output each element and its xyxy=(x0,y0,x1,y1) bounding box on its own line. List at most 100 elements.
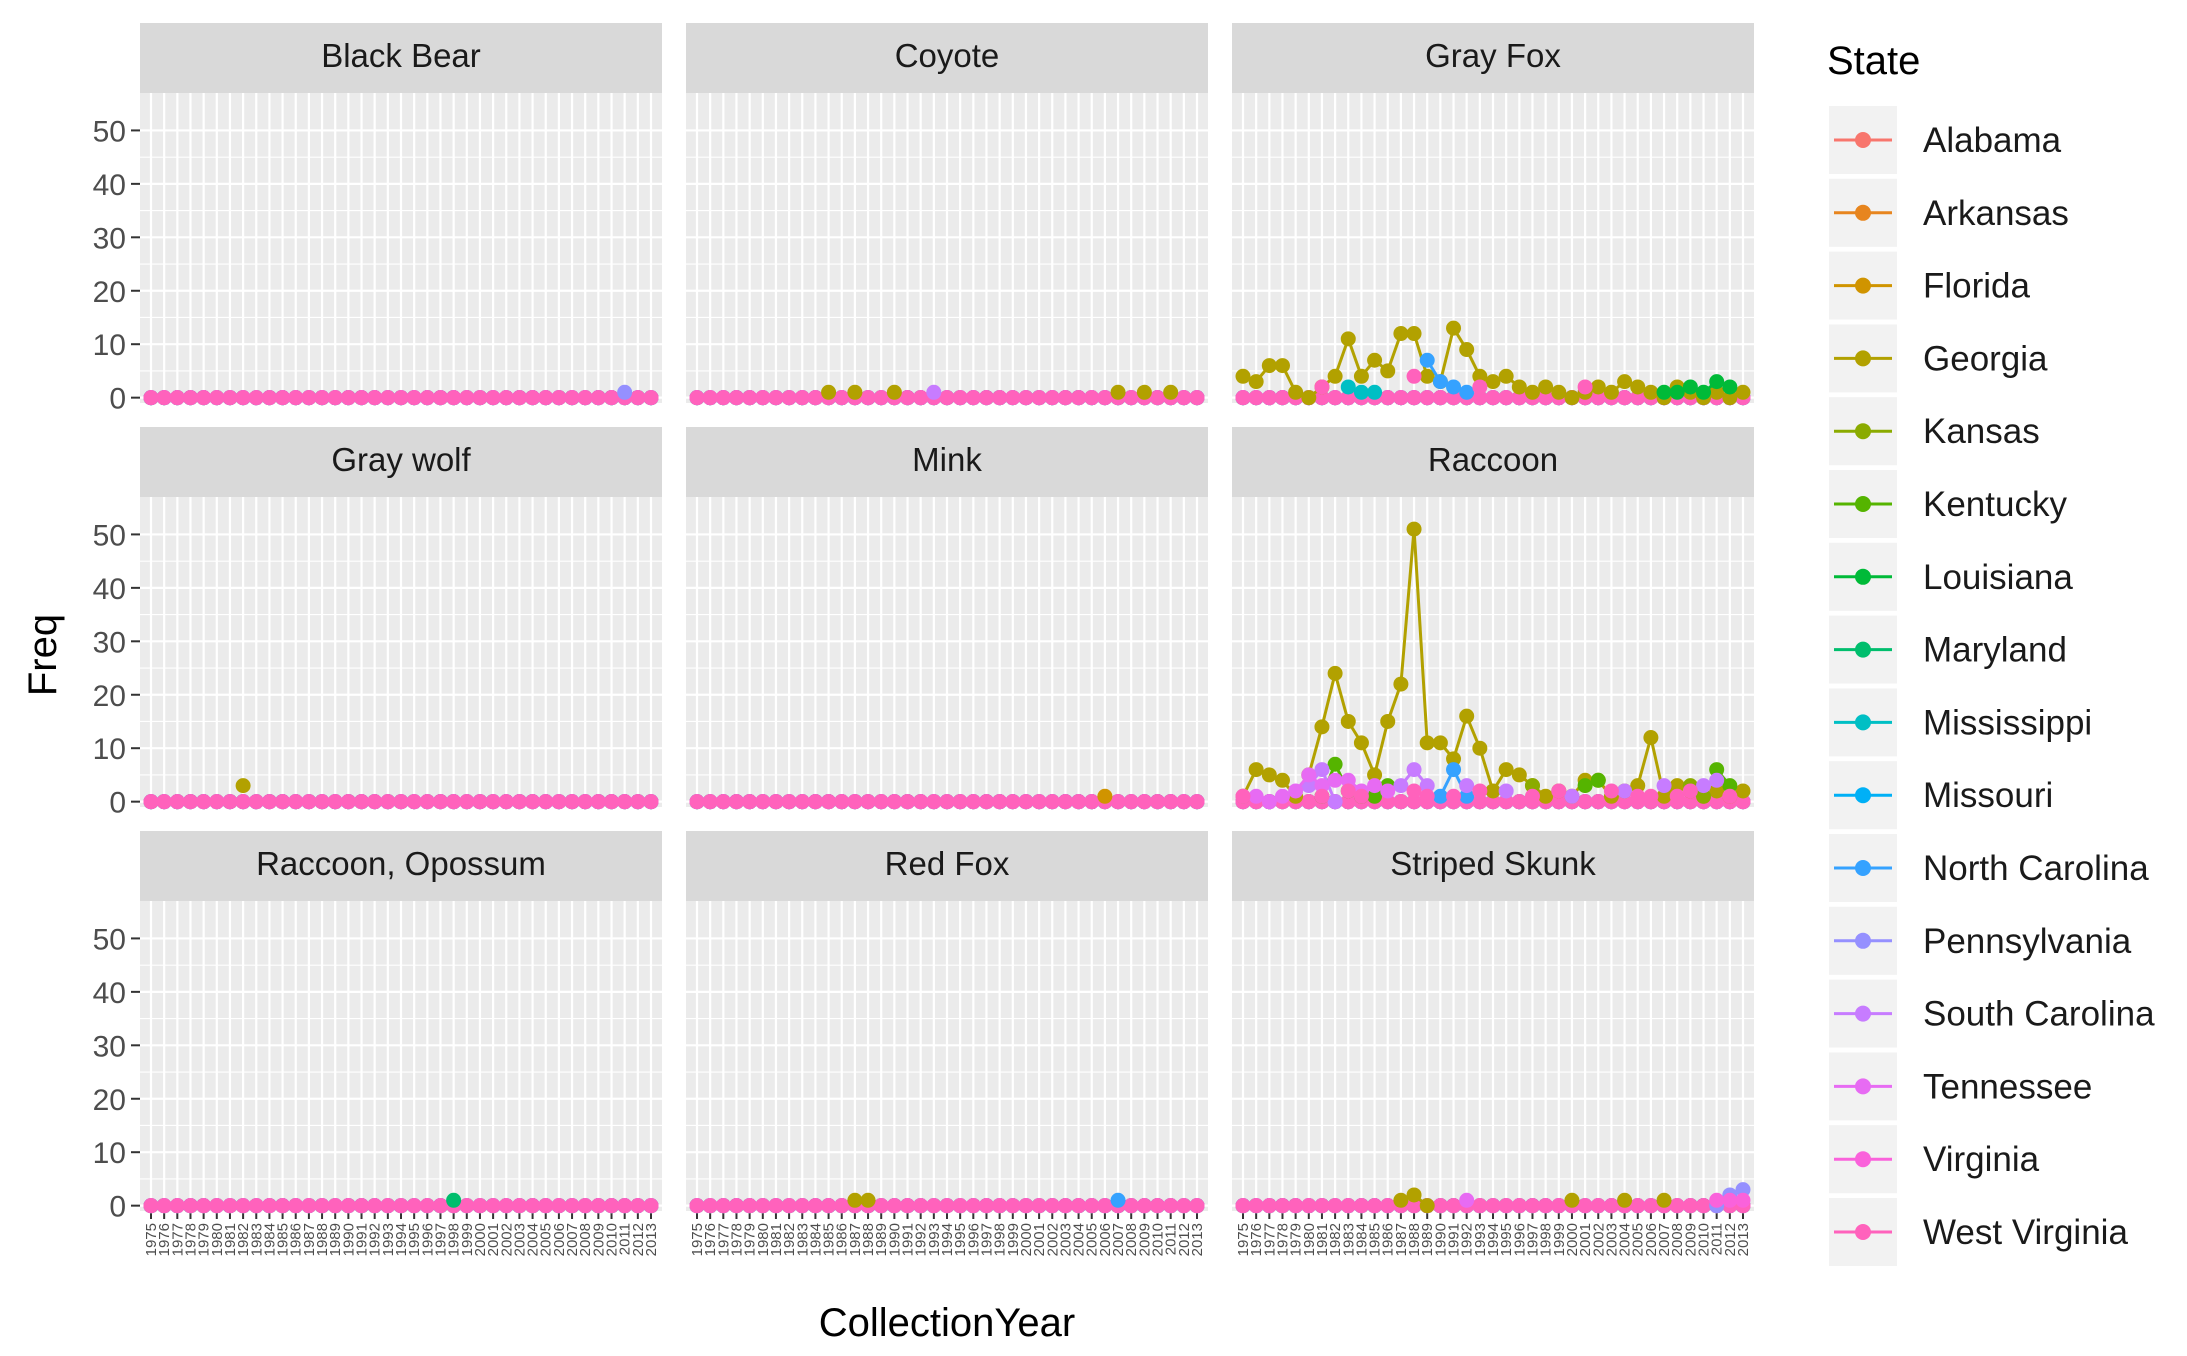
series-point-baseline xyxy=(394,390,409,405)
series-point-baseline xyxy=(644,794,659,809)
series-point xyxy=(1354,789,1369,804)
series-point-baseline xyxy=(578,390,593,405)
series-point-baseline xyxy=(525,794,540,809)
series-point-baseline xyxy=(459,794,474,809)
series-point xyxy=(1459,342,1474,357)
series-point-baseline xyxy=(472,390,487,405)
series-point-baseline xyxy=(808,390,823,405)
series-point-baseline xyxy=(900,794,915,809)
series-point xyxy=(1380,363,1395,378)
facet-strip-label: Mink xyxy=(912,441,982,478)
series-point-baseline xyxy=(170,794,185,809)
series-point xyxy=(1472,783,1487,798)
series-point-baseline xyxy=(236,390,251,405)
series-point-baseline xyxy=(249,794,264,809)
series-point-baseline xyxy=(768,794,783,809)
series-point xyxy=(1314,789,1329,804)
series-point-baseline xyxy=(367,390,382,405)
series-point xyxy=(1420,735,1435,750)
series-point xyxy=(1275,789,1290,804)
series-point xyxy=(1617,783,1632,798)
series-point xyxy=(1249,374,1264,389)
series-point xyxy=(1643,730,1658,745)
y-tick-label: 30 xyxy=(93,626,126,659)
facet-panel: Gray Fox xyxy=(1232,23,1754,405)
series-point xyxy=(1380,783,1395,798)
series-point-baseline xyxy=(755,794,770,809)
series-point-baseline xyxy=(926,794,941,809)
series-point xyxy=(1459,385,1474,400)
series-point-baseline xyxy=(1005,390,1020,405)
series-point-baseline xyxy=(1084,794,1099,809)
series-point xyxy=(1163,385,1178,400)
series-point-baseline xyxy=(1124,390,1139,405)
series-point-baseline xyxy=(768,390,783,405)
series-point xyxy=(1591,379,1606,394)
series-point-baseline xyxy=(821,794,836,809)
series xyxy=(617,385,632,400)
series-point xyxy=(1446,789,1461,804)
series-point-baseline xyxy=(630,390,645,405)
series-point-baseline xyxy=(1393,794,1408,809)
series-point-baseline xyxy=(1124,794,1139,809)
series-point-baseline xyxy=(446,794,461,809)
series-point-baseline xyxy=(703,390,718,405)
series-point-baseline xyxy=(578,794,593,809)
y-tick-label: 50 xyxy=(93,923,126,956)
series-point xyxy=(1486,783,1501,798)
series-point xyxy=(1709,374,1724,389)
series-point xyxy=(1314,719,1329,734)
facet-strip-label: Coyote xyxy=(895,37,1000,74)
series-point-baseline xyxy=(992,794,1007,809)
series-point xyxy=(1393,677,1408,692)
series-point-baseline xyxy=(690,390,705,405)
series-point xyxy=(1525,385,1540,400)
series-point xyxy=(1275,358,1290,373)
series-point xyxy=(1354,369,1369,384)
series-point-baseline xyxy=(328,390,343,405)
series-point xyxy=(887,385,902,400)
series-point xyxy=(1420,789,1435,804)
series-point-baseline xyxy=(328,794,343,809)
series-point xyxy=(1275,773,1290,788)
series-point-baseline xyxy=(525,390,540,405)
series-point xyxy=(1407,522,1422,537)
series-point xyxy=(1301,390,1316,405)
y-tick-label: 0 xyxy=(109,787,126,820)
series-point-baseline xyxy=(262,794,277,809)
series-point xyxy=(1670,789,1685,804)
series-point xyxy=(1446,379,1461,394)
series-point-baseline xyxy=(301,390,316,405)
series-point xyxy=(1709,773,1724,788)
series-point-baseline xyxy=(170,390,185,405)
series-point-baseline xyxy=(953,794,968,809)
series-point xyxy=(1314,379,1329,394)
series-point-baseline xyxy=(301,794,316,809)
series-point-baseline xyxy=(861,794,876,809)
series-point xyxy=(1407,783,1422,798)
series-point-baseline xyxy=(1150,794,1165,809)
series-point-baseline xyxy=(1499,390,1514,405)
series-point xyxy=(1314,762,1329,777)
series-point-baseline xyxy=(1071,390,1086,405)
series-point-baseline xyxy=(499,390,514,405)
series-point-baseline xyxy=(1486,390,1501,405)
series-point-baseline xyxy=(209,794,224,809)
series-point-baseline xyxy=(499,794,514,809)
series-point-baseline xyxy=(979,794,994,809)
series-point-baseline xyxy=(913,794,928,809)
series-point-baseline xyxy=(1032,390,1047,405)
series-point xyxy=(1736,385,1751,400)
series-point-baseline xyxy=(144,390,159,405)
series-point xyxy=(1249,789,1264,804)
series-point xyxy=(1604,783,1619,798)
series-point-baseline xyxy=(222,390,237,405)
series-point xyxy=(1459,778,1474,793)
series-point xyxy=(1564,789,1579,804)
zero-baseline-series xyxy=(690,390,1205,405)
series-point-baseline xyxy=(742,794,757,809)
facet-strip-label: Gray wolf xyxy=(331,441,471,478)
series-point-baseline xyxy=(512,794,527,809)
series xyxy=(236,778,251,793)
